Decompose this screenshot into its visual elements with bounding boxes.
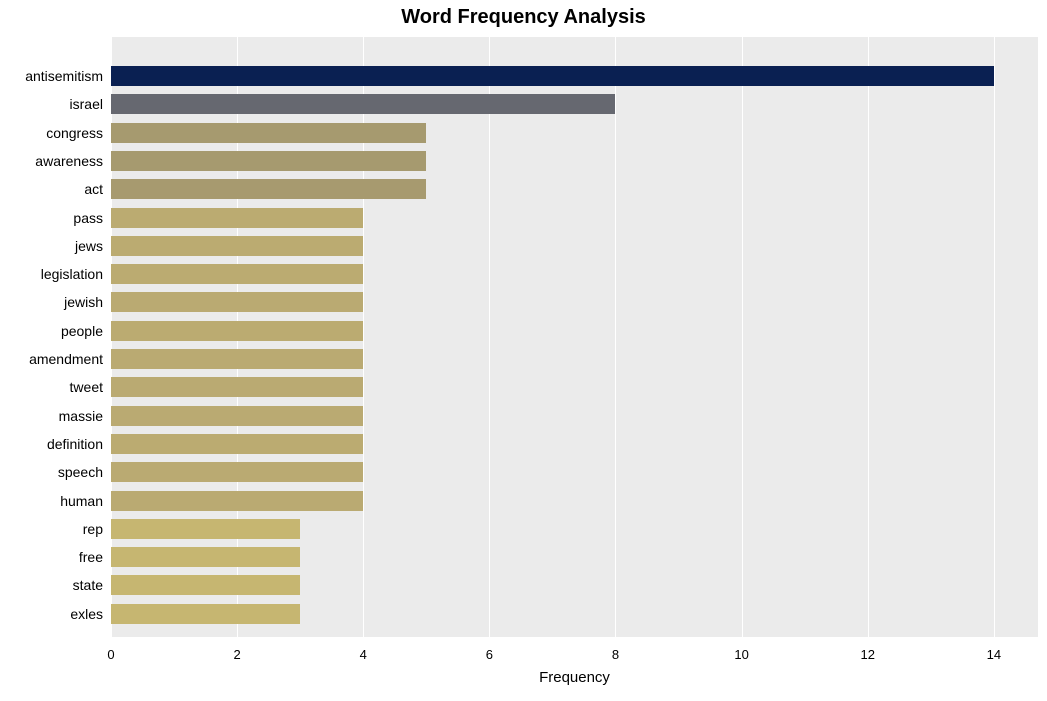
y-tick-label: amendment [0, 349, 103, 369]
bar [111, 519, 300, 539]
y-tick-label: people [0, 321, 103, 341]
chart-title: Word Frequency Analysis [0, 6, 1047, 29]
gridline [615, 37, 616, 637]
bar [111, 462, 363, 482]
x-tick-label: 4 [360, 647, 367, 662]
y-tick-label: rep [0, 519, 103, 539]
y-tick-label: exles [0, 604, 103, 624]
x-tick-label: 6 [486, 647, 493, 662]
y-tick-label: state [0, 575, 103, 595]
bar [111, 264, 363, 284]
gridline [994, 37, 995, 637]
x-tick-label: 14 [987, 647, 1001, 662]
plot-area [111, 37, 1038, 637]
bar [111, 94, 615, 114]
bar [111, 349, 363, 369]
y-tick-label: pass [0, 208, 103, 228]
y-tick-label: israel [0, 94, 103, 114]
bar [111, 491, 363, 511]
bar [111, 208, 363, 228]
x-tick-label: 8 [612, 647, 619, 662]
bar [111, 151, 426, 171]
bar [111, 547, 300, 567]
y-tick-label: congress [0, 123, 103, 143]
bar [111, 434, 363, 454]
x-tick-label: 0 [107, 647, 114, 662]
bar [111, 604, 300, 624]
y-tick-label: free [0, 547, 103, 567]
bar [111, 292, 363, 312]
bar [111, 123, 426, 143]
bar [111, 236, 363, 256]
y-tick-label: jewish [0, 292, 103, 312]
gridline [868, 37, 869, 637]
x-tick-label: 12 [861, 647, 875, 662]
y-tick-label: act [0, 179, 103, 199]
y-tick-label: antisemitism [0, 66, 103, 86]
y-tick-label: definition [0, 434, 103, 454]
y-tick-label: jews [0, 236, 103, 256]
gridline [489, 37, 490, 637]
bar [111, 406, 363, 426]
bar [111, 575, 300, 595]
y-tick-label: massie [0, 406, 103, 426]
x-tick-label: 10 [734, 647, 748, 662]
x-tick-label: 2 [233, 647, 240, 662]
y-tick-label: speech [0, 462, 103, 482]
x-axis-label: Frequency [111, 669, 1038, 686]
y-tick-label: human [0, 491, 103, 511]
bar [111, 377, 363, 397]
bar [111, 179, 426, 199]
gridline [742, 37, 743, 637]
bar [111, 66, 994, 86]
y-tick-label: legislation [0, 264, 103, 284]
y-tick-label: tweet [0, 377, 103, 397]
bar [111, 321, 363, 341]
y-tick-label: awareness [0, 151, 103, 171]
word-frequency-chart: Word Frequency Analysis Frequency 0 2 4 6 8 1… [0, 0, 1047, 701]
